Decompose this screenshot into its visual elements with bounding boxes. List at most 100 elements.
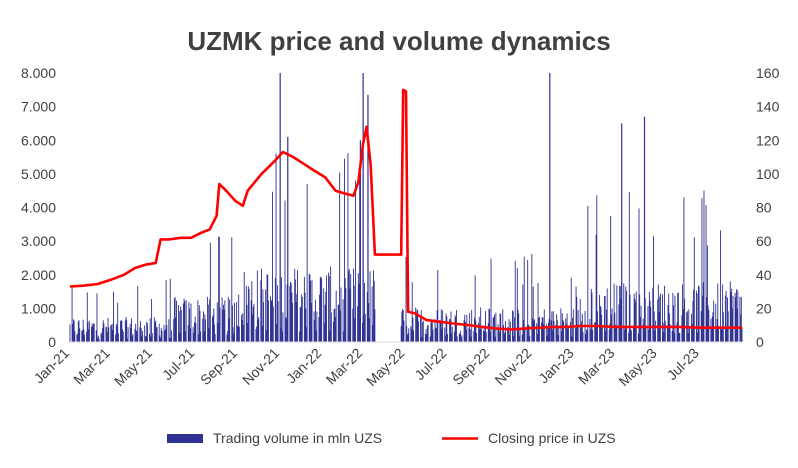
- volume-bar: [548, 318, 550, 342]
- volume-bar: [359, 179, 361, 342]
- volume-bar: [79, 328, 81, 342]
- volume-bar: [648, 291, 650, 342]
- volume-bar: [216, 302, 218, 342]
- volume-bar: [291, 292, 293, 342]
- volume-bar: [541, 322, 542, 342]
- volume-bar: [252, 314, 253, 342]
- volume-bar: [478, 316, 480, 342]
- volume-bar: [272, 191, 274, 342]
- volume-bar: [290, 281, 291, 342]
- volume-bar: [726, 328, 728, 342]
- volume-bar: [372, 324, 374, 342]
- volume-bar: [435, 328, 437, 342]
- volume-bar: [97, 335, 99, 342]
- volume-bar: [534, 319, 536, 342]
- left-tick-label: 2.000: [21, 267, 56, 283]
- volume-bar: [634, 298, 636, 342]
- volume-bar: [299, 306, 301, 342]
- volume-bar: [669, 324, 671, 342]
- volume-bar: [139, 327, 141, 342]
- volume-bar: [579, 298, 581, 342]
- volume-bar: [144, 325, 146, 342]
- volume-bar: [160, 327, 162, 342]
- volume-bar: [325, 291, 327, 342]
- volume-bar: [174, 296, 176, 342]
- volume-bar: [247, 286, 249, 342]
- volume-bar: [736, 289, 737, 342]
- volume-bar: [596, 195, 598, 342]
- volume-bar: [335, 317, 336, 342]
- volume-bar: [354, 318, 356, 342]
- volume-bar: [368, 303, 370, 342]
- volume-bar: [82, 319, 84, 342]
- volume-bar: [232, 305, 233, 342]
- volume-bar: [106, 327, 108, 342]
- volume-bar: [657, 299, 659, 342]
- volume-bar-spike: [279, 73, 281, 342]
- volume-bar: [261, 325, 263, 342]
- right-tick-label: 20: [756, 300, 772, 316]
- volume-bar: [503, 325, 504, 342]
- volume-bar: [86, 292, 88, 342]
- volume-bar: [716, 319, 718, 342]
- volume-bar: [214, 334, 216, 342]
- volume-bar: [431, 321, 433, 342]
- volume-bar: [509, 321, 511, 342]
- volume-bar: [364, 282, 365, 342]
- volume-bar: [315, 330, 317, 342]
- volume-bar: [242, 313, 244, 342]
- volume-bar: [120, 319, 122, 342]
- volume-bar: [536, 323, 538, 342]
- volume-bar: [721, 329, 723, 342]
- volume-bar: [527, 324, 529, 342]
- volume-bar: [285, 318, 287, 342]
- volume-bar: [159, 335, 161, 342]
- right-tick-label: 0: [756, 334, 764, 350]
- volume-bar: [507, 328, 509, 342]
- volume-bar: [83, 329, 85, 342]
- volume-bar: [480, 307, 482, 342]
- volume-bar: [590, 329, 592, 342]
- volume-bar: [648, 329, 650, 342]
- volume-bar: [371, 286, 373, 342]
- volume-bar: [407, 333, 409, 342]
- volume-bar: [363, 315, 365, 342]
- volume-bar: [543, 309, 545, 342]
- volume-bar: [507, 326, 509, 342]
- volume-bar: [212, 315, 214, 342]
- volume-bar: [357, 273, 359, 342]
- volume-bar: [255, 328, 257, 342]
- volume-bar: [629, 294, 631, 342]
- volume-bar: [464, 314, 466, 342]
- volume-bar: [450, 311, 452, 342]
- volume-bar: [289, 286, 291, 342]
- volume-bar: [595, 234, 597, 342]
- volume-bar: [460, 330, 462, 342]
- volume-bar: [720, 230, 722, 342]
- volume-bar: [402, 310, 404, 342]
- volume-bar: [731, 288, 733, 342]
- volume-bar: [581, 321, 583, 342]
- volume-bar: [538, 318, 540, 342]
- volume-bar: [166, 325, 168, 342]
- volume-bar: [86, 331, 88, 342]
- volume-bar: [644, 298, 646, 342]
- volume-bar: [164, 331, 166, 342]
- volume-bar: [117, 333, 119, 342]
- volume-bar: [115, 323, 117, 342]
- volume-bar: [193, 332, 195, 342]
- volume-bar: [236, 325, 238, 342]
- volume-bar: [316, 311, 318, 342]
- volume-bar: [178, 311, 180, 342]
- volume-bar: [111, 329, 113, 342]
- volume-bar: [126, 319, 128, 342]
- volume-bar: [328, 275, 330, 342]
- price-line-layer: [69, 88, 742, 331]
- volume-bar: [73, 320, 75, 342]
- volume-bar: [653, 236, 654, 342]
- volume-bar: [605, 331, 607, 342]
- volume-bar: [484, 331, 486, 342]
- left-tick-label: 5.000: [21, 166, 56, 182]
- volume-bar: [706, 297, 708, 342]
